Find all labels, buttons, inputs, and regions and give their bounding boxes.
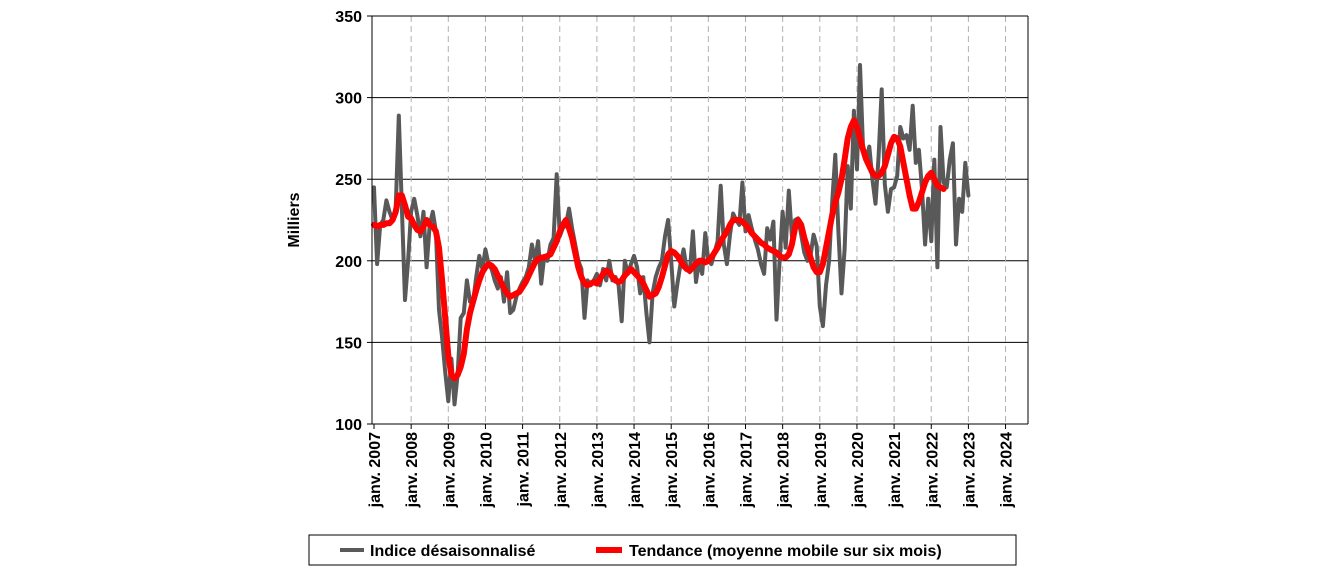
x-tick-label: janv. 2013	[590, 432, 607, 508]
y-tick-label: 350	[335, 9, 362, 26]
x-tick-label: janv. 2018	[776, 432, 793, 508]
legend-label-trend: Tendance (moyenne mobile sur six mois)	[629, 543, 942, 560]
y-tick-label: 100	[335, 417, 362, 434]
x-tick-label: janv. 2015	[664, 432, 681, 508]
x-tick-label: janv. 2010	[478, 432, 495, 508]
x-tick-label: janv. 2016	[701, 432, 718, 508]
x-tick-label: janv. 2021	[887, 432, 904, 508]
y-tick-labels: 100 150 200 250 300 350	[335, 9, 362, 434]
axes	[367, 15, 1029, 429]
x-tick-label: janv. 2011	[516, 432, 533, 508]
x-tick-label: janv. 2012	[553, 432, 570, 508]
x-tick-label: janv. 2019	[813, 432, 830, 508]
x-tick-label: janv. 2009	[441, 432, 458, 508]
legend: Indice désaisonnalisé Tendance (moyenne …	[308, 534, 1017, 566]
plot-area	[372, 16, 1028, 424]
x-tick-label: janv. 2014	[627, 432, 644, 508]
series-line-trend	[371, 117, 947, 382]
x-tick-label: janv. 2020	[850, 432, 867, 508]
x-tick-label: janv. 2017	[739, 432, 756, 508]
x-tick-labels: janv. 2007 janv. 2008 janv. 2009 janv. 2010…	[367, 432, 1016, 508]
series-layer	[371, 63, 971, 407]
y-tick-label: 300	[335, 91, 362, 108]
y-axis-label: Milliers	[286, 192, 303, 247]
plot-background	[372, 16, 1028, 424]
x-tick-label: janv. 2008	[404, 432, 421, 508]
x-tick-label: janv. 2022	[924, 432, 941, 508]
x-tick-label: janv. 2023	[961, 432, 978, 508]
x-tick-label: janv. 2024	[999, 432, 1016, 508]
legend-label-index: Indice désaisonnalisé	[370, 543, 536, 560]
x-tick-label: janv. 2007	[367, 432, 384, 508]
y-tick-label: 200	[335, 254, 362, 271]
y-tick-label: 150	[335, 335, 362, 352]
y-tick-label: 250	[335, 172, 362, 189]
legend-box	[308, 534, 1017, 566]
